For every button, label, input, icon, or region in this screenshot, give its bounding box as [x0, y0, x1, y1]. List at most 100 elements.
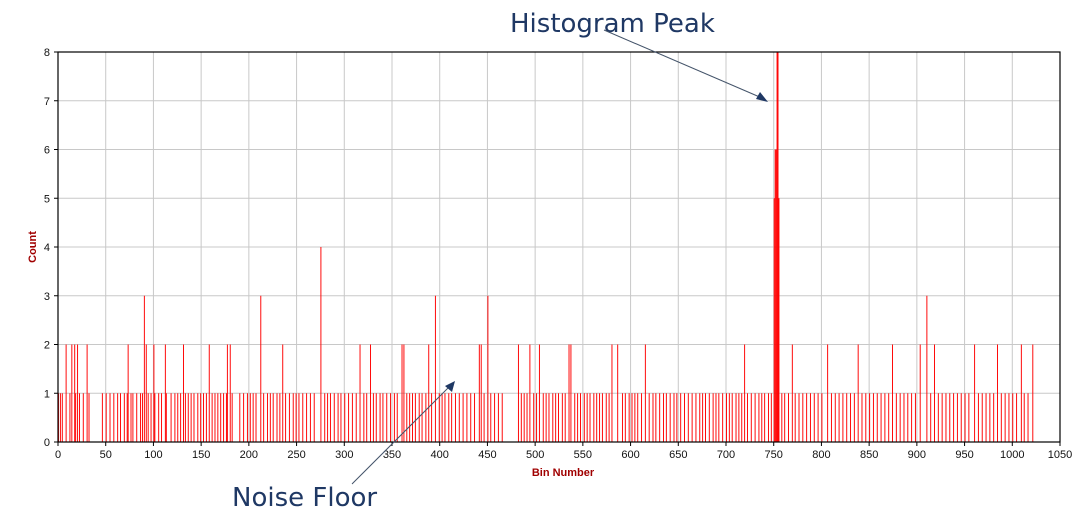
histogram-bar [641, 393, 643, 442]
y-tick-label: 3 [44, 291, 50, 303]
histogram-bar [850, 393, 852, 442]
histogram-bar [313, 393, 315, 442]
histogram-bar [601, 393, 603, 442]
histogram-bar [956, 393, 958, 442]
histogram-bar [802, 393, 804, 442]
histogram-bar [722, 393, 724, 442]
histogram-bar [827, 344, 829, 442]
histogram-bar [778, 198, 780, 442]
histogram-bar [86, 344, 88, 442]
x-tick-label: 650 [669, 449, 687, 461]
histogram-bar [109, 393, 111, 442]
histogram-bar [741, 393, 743, 442]
histogram-bar [229, 344, 231, 442]
histogram-bar [130, 393, 132, 442]
histogram-bar [337, 393, 339, 442]
histogram-bar [117, 393, 119, 442]
histogram-bar [1008, 393, 1010, 442]
histogram-bar [406, 393, 408, 442]
histogram-bar [501, 393, 503, 442]
histogram-bar [211, 393, 213, 442]
histogram-bar [624, 393, 626, 442]
histogram-bar [934, 344, 935, 442]
histogram-bar [150, 393, 152, 442]
histogram-bar [767, 393, 769, 442]
histogram-bar [69, 393, 71, 442]
histogram-bar [382, 393, 384, 442]
x-tick-label: 600 [621, 449, 639, 461]
histogram-bar [200, 393, 202, 442]
histogram-bar [184, 393, 186, 442]
histogram-bar [637, 393, 639, 442]
x-tick-label: 50 [100, 449, 112, 461]
histogram-bar [327, 393, 329, 442]
histogram-bar [255, 393, 257, 442]
histogram-bar [193, 393, 195, 442]
histogram-bar [1020, 344, 1022, 442]
histogram-bar [448, 393, 450, 442]
histogram-bar [806, 393, 808, 442]
histogram-bar [132, 393, 134, 442]
histogram-bar [930, 393, 932, 442]
histogram-bar [702, 393, 704, 442]
histogram-bar [926, 295, 928, 442]
histogram-bar [263, 393, 265, 442]
histogram-bar [292, 393, 294, 442]
histogram-bar [953, 393, 955, 442]
histogram-bar [306, 393, 308, 442]
histogram-bar [158, 393, 160, 442]
x-tick-label: 0 [55, 449, 61, 461]
x-tick-label: 1000 [1000, 449, 1024, 461]
histogram-bar [712, 393, 714, 442]
histogram-bar [517, 344, 519, 442]
histogram-bar [348, 393, 350, 442]
histogram-bar [329, 393, 331, 442]
histogram-bar [548, 393, 550, 442]
histogram-bar [403, 344, 405, 442]
histogram-bar [705, 393, 706, 442]
histogram-bar [884, 393, 886, 442]
histogram-bar [586, 393, 588, 442]
histogram-bar [526, 393, 528, 442]
histogram-bar [861, 393, 863, 442]
histogram-bar [462, 393, 464, 442]
histogram-bar [458, 393, 460, 442]
x-tick-label: 900 [908, 449, 926, 461]
histogram-bar [1012, 393, 1014, 442]
histogram-bar [583, 393, 585, 442]
histogram-bar [691, 393, 693, 442]
y-tick-label: 8 [44, 47, 50, 59]
histogram-bar [260, 295, 262, 442]
histogram-bar [529, 344, 531, 442]
histogram-bar [421, 393, 423, 442]
histogram-bar [136, 393, 138, 442]
histogram-bar [320, 247, 322, 442]
histogram-bar [648, 393, 650, 442]
histogram-bar [611, 344, 613, 442]
histogram-bar [309, 393, 311, 442]
histogram-bar [78, 393, 80, 442]
histogram-bar [120, 393, 121, 442]
histogram-bar [974, 344, 976, 442]
histogram-bar [968, 393, 970, 442]
histogram-bar [777, 52, 779, 442]
histogram-bar [375, 393, 377, 442]
histogram-bar [880, 393, 882, 442]
histogram-bar [907, 393, 909, 442]
histogram-bar [180, 393, 182, 442]
histogram-bar [170, 393, 172, 442]
histogram-bar [842, 393, 844, 442]
histogram-bar [490, 393, 492, 442]
histogram-bar [214, 393, 216, 442]
histogram-bar [480, 344, 482, 442]
histogram-bar [853, 393, 855, 442]
histogram-bar [483, 393, 485, 442]
histogram-bar [715, 393, 717, 442]
x-tick-label: 250 [287, 449, 305, 461]
histogram-bar [363, 393, 365, 442]
histogram-bar [774, 149, 776, 442]
histogram-bar [738, 393, 740, 442]
histogram-bars [58, 52, 1034, 442]
histogram-bar [409, 393, 411, 442]
histogram-bar [65, 344, 67, 442]
